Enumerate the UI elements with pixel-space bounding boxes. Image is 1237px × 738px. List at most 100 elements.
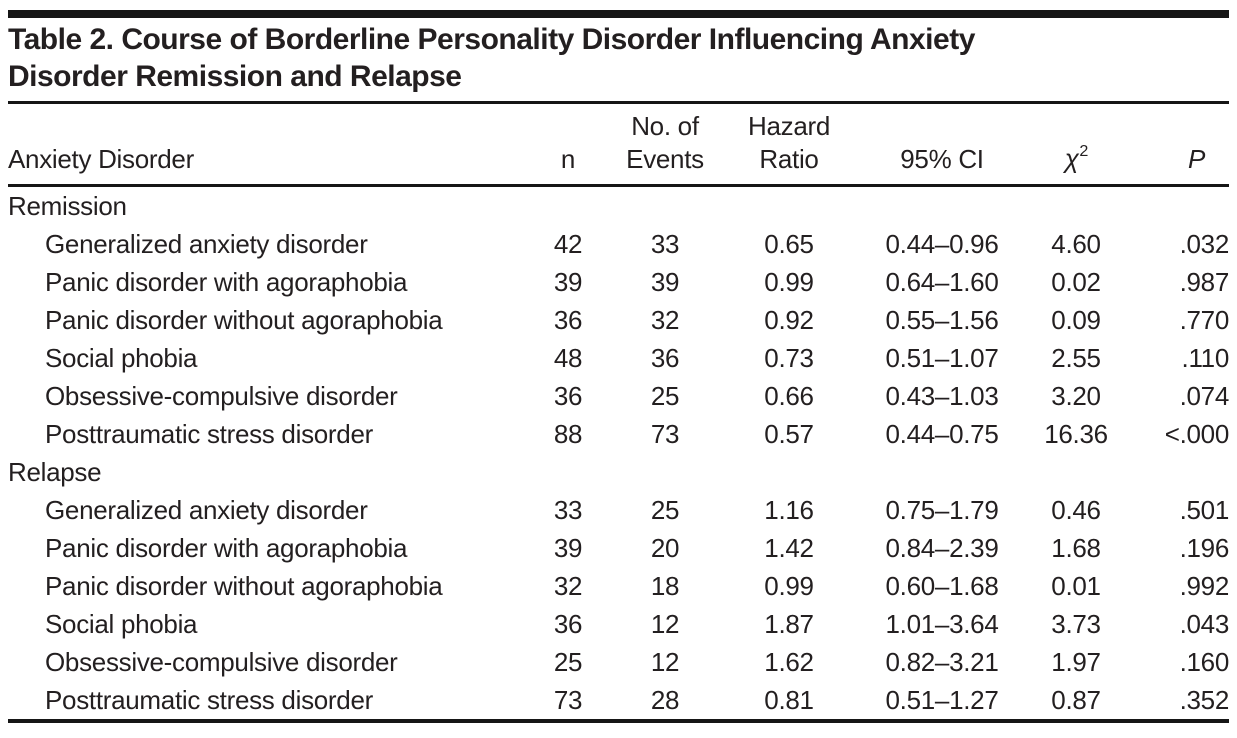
hazard-ratio-cell: 0.73	[764, 343, 814, 373]
events-cell: 12	[650, 609, 680, 639]
hazard-ratio-cell: 1.42	[764, 533, 814, 563]
table-row: Generalized anxiety disorder 42 33 0.65 0.44…	[8, 225, 1229, 263]
ci-95-cell: 0.51–1.27	[885, 685, 999, 715]
disorder-cell: Generalized anxiety disorder	[45, 495, 368, 525]
n-cell: 48	[553, 343, 583, 373]
disorder-cell: Generalized anxiety disorder	[45, 229, 368, 259]
ci-95-cell: 0.60–1.68	[885, 571, 999, 601]
p-cell: .501	[1179, 495, 1229, 525]
section-label: Remission	[8, 191, 127, 221]
header-line: Hazard	[747, 111, 830, 141]
events-cell: 36	[650, 343, 680, 373]
table-body: Remission Generalized anxiety disorder 42 3…	[8, 186, 1229, 722]
p-cell: .770	[1179, 305, 1229, 335]
hazard-ratio-cell: 1.16	[764, 495, 814, 525]
p-cell: .043	[1179, 609, 1229, 639]
events-cell: 12	[650, 647, 680, 677]
table-title: Table 2. Course of Borderline Personalit…	[8, 21, 1229, 104]
events-cell: 25	[650, 495, 680, 525]
chi-square-cell: 1.68	[1051, 533, 1101, 563]
events-cell: 28	[650, 685, 680, 715]
ci-95-cell: 0.75–1.79	[885, 495, 999, 525]
chi-square-cell: 2.55	[1051, 343, 1101, 373]
hazard-ratio-cell: 0.99	[764, 571, 814, 601]
hazard-ratio-cell: 0.81	[764, 685, 814, 715]
chi-square-cell: 0.09	[1051, 305, 1101, 335]
column-header-no-of-events: No. of Events	[608, 104, 722, 187]
n-cell: 39	[553, 267, 583, 297]
p-cell: .196	[1179, 533, 1229, 563]
n-cell: 25	[553, 647, 583, 677]
hazard-ratio-cell: 1.87	[764, 609, 814, 639]
events-cell: 18	[650, 571, 680, 601]
table-row: Panic disorder without agoraphobia 36 32 0.…	[8, 301, 1229, 339]
p-cell: .074	[1179, 381, 1229, 411]
p-cell: .987	[1179, 267, 1229, 297]
table-row: Obsessive-compulsive disorder 25 12 1.62 0.8…	[8, 643, 1229, 681]
n-cell: 36	[553, 381, 583, 411]
chi-symbol: χ	[1064, 144, 1079, 174]
disorder-cell: Panic disorder with agoraphobia	[45, 533, 408, 563]
journal-table-figure: Table 2. Course of Borderline Personalit…	[0, 10, 1237, 738]
chi-square-cell: 0.87	[1051, 685, 1101, 715]
table-row: Obsessive-compulsive disorder 36 25 0.66 0.4…	[8, 377, 1229, 415]
section-header-row: Relapse	[8, 453, 1229, 491]
table-title-line-2: Disorder Remission and Relapse	[8, 60, 462, 93]
header-line: Ratio	[759, 144, 819, 174]
n-cell: 73	[553, 685, 583, 715]
ci-95-cell: 0.51–1.07	[885, 343, 999, 373]
section-header-row: Remission	[8, 186, 1229, 226]
events-cell: 20	[650, 533, 680, 563]
chi-square-cell: 4.60	[1051, 229, 1101, 259]
column-header-p: P	[1124, 104, 1229, 187]
column-header-hazard-ratio: Hazard Ratio	[722, 104, 856, 187]
table-row: Posttraumatic stress disorder 73 28 0.81 0.5…	[8, 681, 1229, 721]
header-line: No. of	[631, 111, 699, 141]
chi-square-cell: 1.97	[1051, 647, 1101, 677]
section-label: Relapse	[8, 457, 102, 487]
table-row: Panic disorder with agoraphobia 39 20 1.42 0…	[8, 529, 1229, 567]
disorder-cell: Panic disorder without agoraphobia	[45, 571, 443, 601]
events-cell: 32	[650, 305, 680, 335]
disorder-cell: Social phobia	[45, 609, 198, 639]
n-cell: 39	[553, 533, 583, 563]
header-line: Events	[626, 144, 704, 174]
n-cell: 36	[553, 609, 583, 639]
disorder-cell: Posttraumatic stress disorder	[45, 419, 373, 449]
n-cell: 42	[553, 229, 583, 259]
ci-95-cell: 0.43–1.03	[885, 381, 999, 411]
ci-95-cell: 1.01–3.64	[885, 609, 999, 639]
p-cell: <.000	[1164, 419, 1229, 449]
chi-square-exponent: 2	[1079, 141, 1089, 160]
table-row: Social phobia 36 12 1.87 1.01–3.64 3.73 .043	[8, 605, 1229, 643]
chi-square-cell: 16.36	[1044, 419, 1108, 449]
disorder-cell: Obsessive-compulsive disorder	[45, 381, 398, 411]
events-cell: 33	[650, 229, 680, 259]
disorder-cell: Obsessive-compulsive disorder	[45, 647, 398, 677]
n-cell: 33	[553, 495, 583, 525]
disorder-cell: Panic disorder with agoraphobia	[45, 267, 408, 297]
events-cell: 73	[650, 419, 680, 449]
table-row: Posttraumatic stress disorder 88 73 0.57 0.4…	[8, 415, 1229, 453]
disorder-cell: Panic disorder without agoraphobia	[45, 305, 443, 335]
ci-95-cell: 0.84–2.39	[885, 533, 999, 563]
table-header: Anxiety Disorder n No. of Events Hazard …	[8, 104, 1229, 187]
chi-square-cell: 0.46	[1051, 495, 1101, 525]
ci-95-cell: 0.82–3.21	[885, 647, 999, 677]
hazard-ratio-cell: 0.65	[764, 229, 814, 259]
ci-95-cell: 0.44–0.75	[885, 419, 999, 449]
table-row: Panic disorder with agoraphobia 39 39 0.99 0…	[8, 263, 1229, 301]
p-cell: .160	[1179, 647, 1229, 677]
ci-95-cell: 0.64–1.60	[885, 267, 999, 297]
column-header-anxiety-disorder: Anxiety Disorder	[8, 104, 528, 187]
column-header-n: n	[528, 104, 608, 187]
n-cell: 32	[553, 571, 583, 601]
hazard-ratio-cell: 0.99	[764, 267, 814, 297]
p-cell: .352	[1179, 685, 1229, 715]
chi-square-cell: 3.73	[1051, 609, 1101, 639]
hazard-ratio-cell: 0.57	[764, 419, 814, 449]
table-row: Generalized anxiety disorder 33 25 1.16 0.75…	[8, 491, 1229, 529]
hazard-ratio-cell: 0.66	[764, 381, 814, 411]
chi-square-cell: 0.01	[1051, 571, 1101, 601]
chi-square-cell: 0.02	[1051, 267, 1101, 297]
